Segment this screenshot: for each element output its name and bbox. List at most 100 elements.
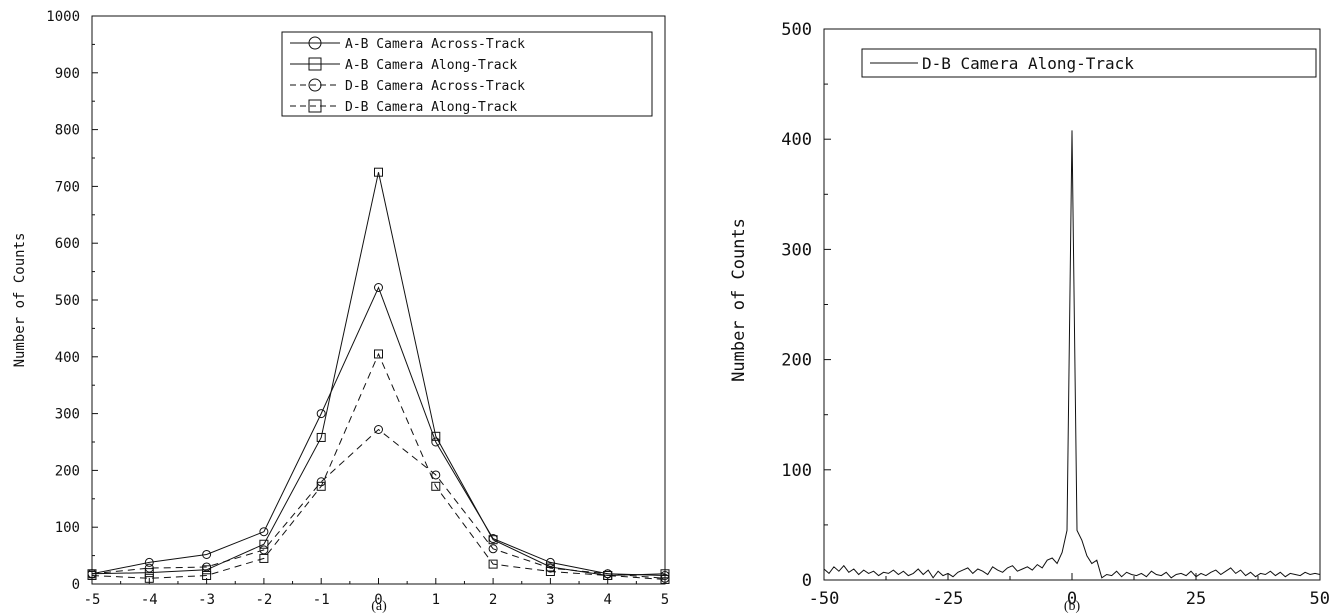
chart-a-series-line <box>91 428 666 579</box>
chart-a-x-tick-label: -3 <box>198 592 215 608</box>
chart-b: 0 100 200 300 400 500 -50 -25 0 25 50 Number of C… <box>729 20 1330 614</box>
chart-a-y-tick-label: 0 <box>72 577 80 593</box>
chart-a-data-point <box>603 570 613 580</box>
chart-a-data-point <box>144 568 154 578</box>
chart-a-series-1 <box>87 167 670 580</box>
chart-a-legend-marker <box>308 57 322 71</box>
chart-b-legend: D-B Camera Along-Track <box>861 48 1317 78</box>
chart-a-series-0 <box>87 283 670 580</box>
chart-a-data-point <box>660 569 670 579</box>
chart-a-legend-label: A-B Camera Across-Track <box>345 37 525 52</box>
chart-a-data-point <box>488 544 498 554</box>
chart-a-y-tick-label: 900 <box>55 66 80 82</box>
chart-a-x-tick-label: 1 <box>432 592 440 608</box>
chart-a-x-tick-label: 3 <box>546 592 554 608</box>
chart-a-y-tick-label: 700 <box>55 179 80 195</box>
chart-a-x-tick-label: -1 <box>313 592 330 608</box>
chart-a-caption: (a) <box>371 599 387 614</box>
chart-a-x-tick-label: 2 <box>489 592 497 608</box>
chart-b-x-tick-label: 25 <box>1186 589 1206 609</box>
chart-b-y-tick-label: 0 <box>802 571 812 591</box>
chart-a-legend-box <box>281 31 653 117</box>
chart-a-data-point <box>202 565 212 575</box>
chart-a-series-line <box>91 172 666 577</box>
chart-b-series-line <box>823 130 1321 579</box>
chart-b-x-tick-label: 50 <box>1310 589 1330 609</box>
chart-a-x-tick-label: 4 <box>603 592 611 608</box>
chart-a-data-point <box>431 431 441 441</box>
chart-a-series <box>87 167 670 584</box>
chart-b-series <box>823 130 1321 579</box>
chart-b-y-tick-label: 100 <box>781 461 812 481</box>
chart-a-legend-marker <box>308 99 322 113</box>
chart-a-data-point <box>431 437 441 447</box>
chart-a-series-3 <box>87 349 670 584</box>
chart-a-y-tick-label: 800 <box>55 123 80 139</box>
chart-a-data-point <box>488 535 498 545</box>
chart-a-x-tick-label: -5 <box>84 592 101 608</box>
chart-a-x-tick-label: -2 <box>255 592 272 608</box>
chart-b-y-tick-label: 200 <box>781 351 812 371</box>
chart-a-x-tick-label: 5 <box>661 592 669 608</box>
chart-a-legend-label: D-B Camera Along-Track <box>345 100 517 115</box>
chart-b-y-tick-label: 500 <box>781 20 812 40</box>
chart-a-data-point <box>202 562 212 572</box>
chart-a-data-point <box>488 559 498 569</box>
chart-a-y-tick-label: 1000 <box>46 9 80 25</box>
chart-a-y-tick-label: 500 <box>55 293 80 309</box>
chart-b-y-tick-label: 400 <box>781 130 812 150</box>
chart-a-series-line <box>91 352 666 580</box>
chart-a-data-point <box>545 557 555 567</box>
chart-a-x-tick-label: -4 <box>141 592 158 608</box>
chart-a-y-tick-label: 600 <box>55 236 80 252</box>
chart-a-y-tick-label: 200 <box>55 463 80 479</box>
chart-a-data-point <box>202 570 212 580</box>
chart-a-y-axis: 0 100 200 300 400 500 600 700 800 900 1000 <box>46 9 98 593</box>
chart-a-data-point <box>259 539 269 549</box>
chart-a-data-point <box>144 573 154 583</box>
chart-b-legend-label: D-B Camera Along-Track <box>922 54 1134 73</box>
chart-b-y-tick-label: 300 <box>781 240 812 260</box>
chart-b-y-axis: 0 100 200 300 400 500 <box>781 20 831 591</box>
chart-a-x-tick-label: 0 <box>374 592 382 608</box>
chart-b-legend-box <box>861 48 1317 78</box>
chart-a-legend-marker <box>308 36 322 50</box>
chart-a-y-tick-label: 100 <box>55 520 80 536</box>
chart-a-data-point <box>316 481 326 491</box>
chart-b-series-0 <box>823 130 1321 579</box>
chart-a-data-point <box>144 557 154 567</box>
chart-a-y-axis-title: Number of Counts <box>12 233 28 368</box>
chart-b-x-axis: -50 -25 0 25 50 <box>809 573 1330 609</box>
chart-a-data-point <box>202 549 212 559</box>
chart-a-data-point <box>431 470 441 480</box>
chart-a-data-point <box>660 574 670 584</box>
chart-a-y-tick-label: 300 <box>55 407 80 423</box>
chart-a-legend-label: D-B Camera Across-Track <box>345 79 525 94</box>
chart-a-y-tick-label: 400 <box>55 350 80 366</box>
chart-a-legend: A-B Camera Across-Track A-B Camera Along-… <box>281 31 653 117</box>
chart-a-x-axis: -5 -4 -3 -2 -1 0 1 2 3 4 5 <box>84 578 669 608</box>
chart-a-data-point <box>259 545 269 555</box>
chart-a-legend-label: A-B Camera Along-Track <box>345 58 517 73</box>
chart-a-data-point <box>259 553 269 563</box>
chart-a-legend-marker <box>308 78 322 92</box>
chart-a-data-point <box>374 349 383 359</box>
chart-a-data-point <box>316 432 326 442</box>
chart-b-y-axis-title: Number of Counts <box>729 218 749 382</box>
chart-a-data-point <box>144 563 154 573</box>
chart-a-series-line <box>91 286 666 576</box>
chart-a-data-point <box>316 477 326 487</box>
chart-a-data-point <box>545 567 555 577</box>
chart-b-caption: (b) <box>1064 599 1081 614</box>
chart-a-data-point <box>374 283 383 293</box>
chart-a-data-point <box>374 167 383 177</box>
chart-a-data-point <box>87 570 97 580</box>
chart-b-x-tick-label: -25 <box>933 589 964 609</box>
chart-a-data-point <box>316 409 326 419</box>
chart-b-plot-frame <box>823 28 1321 581</box>
chart-a-data-point <box>431 481 441 491</box>
chart-b-x-tick-label: 0 <box>1067 589 1077 609</box>
chart-a-data-point <box>374 425 383 435</box>
